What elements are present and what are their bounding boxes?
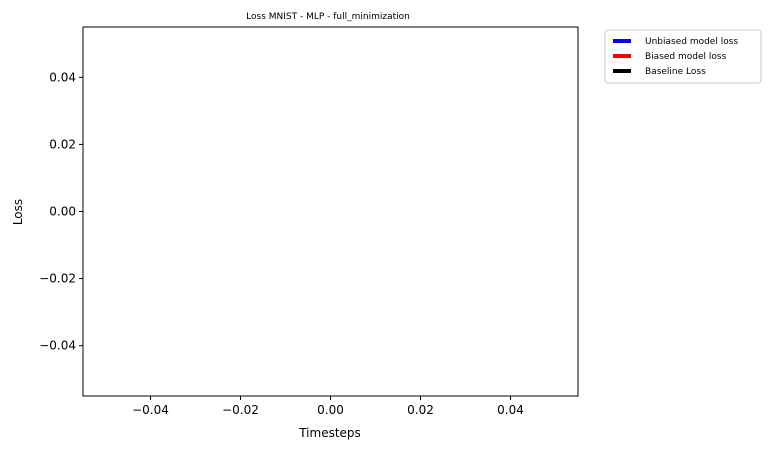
x-tick-label: −0.04 xyxy=(132,403,169,417)
y-tick-label: 0.00 xyxy=(49,205,76,219)
x-axis: −0.04 −0.02 0.00 0.02 0.04 xyxy=(132,396,524,417)
chart-title: Loss MNIST - MLP - full_minimization xyxy=(246,12,410,22)
legend: Unbiased model loss Biased model loss Base… xyxy=(604,29,762,84)
y-axis: −0.04 −0.02 0.00 0.02 0.04 xyxy=(39,70,83,353)
plot-area xyxy=(82,26,579,397)
x-axis-label: Timesteps xyxy=(298,426,361,440)
legend-label: Biased model loss xyxy=(645,52,727,62)
x-tick-label: 0.02 xyxy=(407,403,434,417)
y-tick-label: 0.04 xyxy=(49,70,76,84)
legend-label: Unbiased model loss xyxy=(645,37,738,47)
y-axis-label: Loss xyxy=(11,199,25,225)
y-tick-label: −0.04 xyxy=(39,339,76,353)
y-tick-label: 0.02 xyxy=(49,137,76,151)
legend-label: Baseline Loss xyxy=(645,67,706,77)
x-tick-label: −0.02 xyxy=(222,403,259,417)
y-tick-label: −0.02 xyxy=(39,272,76,286)
x-tick-label: 0.04 xyxy=(497,403,524,417)
x-tick-label: 0.00 xyxy=(317,403,344,417)
legend-frame xyxy=(604,29,762,84)
